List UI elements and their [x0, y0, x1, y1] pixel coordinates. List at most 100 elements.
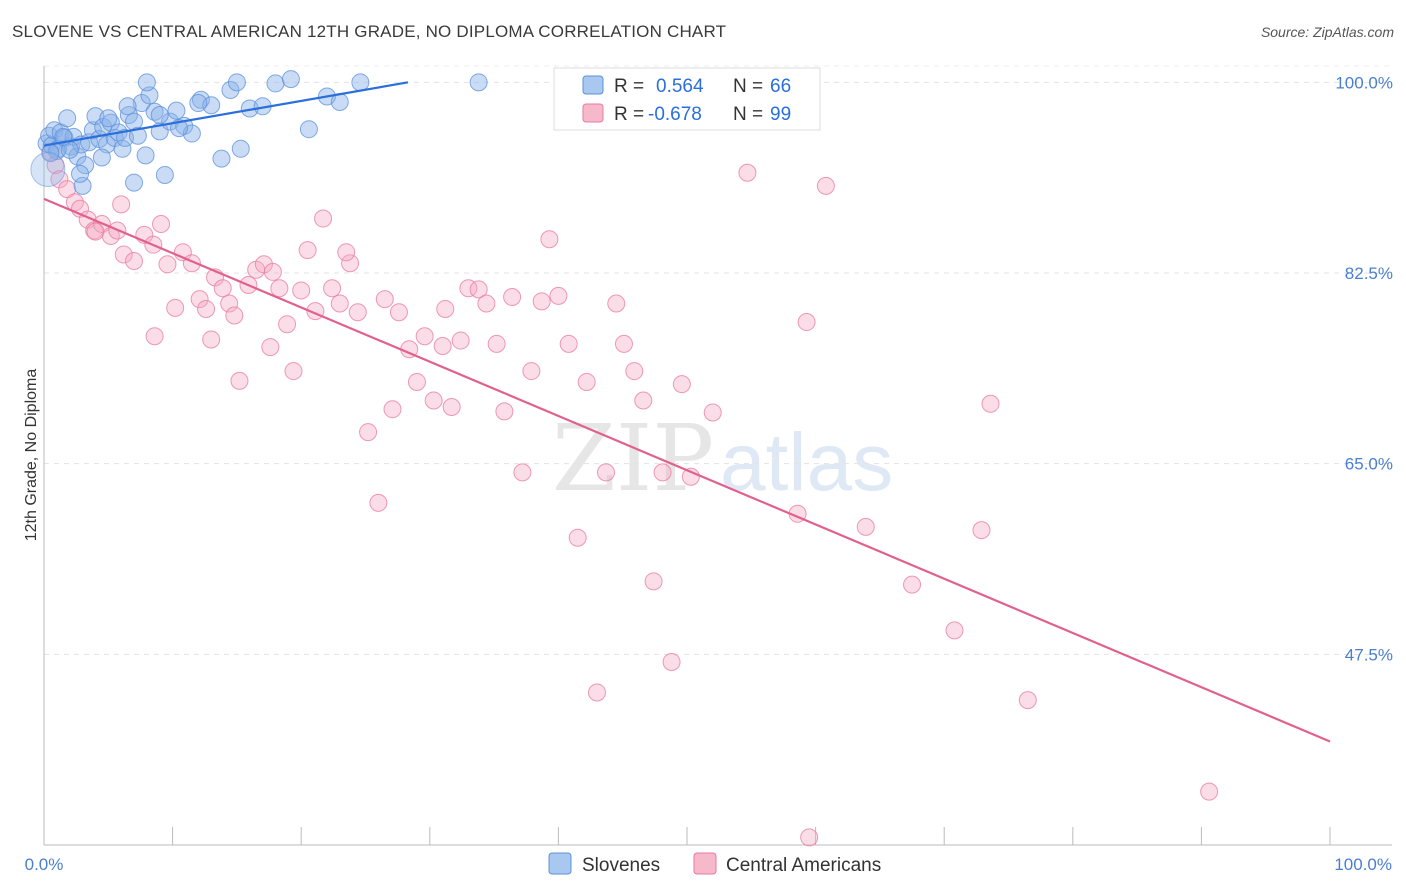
legend-r-value-slovenes: 0.564 [656, 76, 704, 97]
point-central-americans [292, 281, 311, 300]
point-central-americans [213, 279, 232, 298]
point-central-americans [254, 255, 273, 274]
point-central-americans [451, 331, 470, 350]
point-slovenes [132, 94, 151, 113]
trendlines [43, 81, 1331, 743]
point-central-americans [469, 280, 488, 299]
point-central-americans [522, 362, 541, 381]
point-central-americans [298, 241, 317, 260]
point-central-americans [166, 298, 185, 317]
point-central-americans [323, 279, 342, 298]
series-legend: Slovenes Central Americans [548, 852, 881, 876]
point-slovenes [113, 139, 132, 158]
point-central-americans [145, 327, 164, 346]
point-central-americans [540, 230, 559, 249]
point-slovenes [227, 73, 246, 92]
point-central-americans [261, 338, 280, 357]
point-central-americans [284, 362, 303, 381]
point-slovenes [76, 156, 95, 175]
point-central-americans [945, 621, 964, 640]
point-central-americans [1200, 782, 1219, 801]
point-central-americans [625, 362, 644, 381]
y-tick-label: 65.0% [1345, 455, 1393, 474]
point-central-americans [614, 334, 633, 353]
point-slovenes [469, 73, 488, 92]
point-central-americans [653, 463, 672, 482]
bottom-legend-swatch-central-americans [693, 852, 717, 875]
point-central-americans [314, 209, 333, 228]
point-central-americans [86, 222, 105, 241]
point-central-americans [503, 287, 522, 306]
point-central-americans [442, 398, 461, 417]
point-central-americans [415, 327, 434, 346]
point-slovenes [92, 148, 111, 167]
legend-r-value-central-americans: -0.678 [648, 104, 702, 125]
x-tick-label-min: 0.0% [25, 855, 64, 874]
point-central-americans [114, 245, 133, 264]
point-central-americans [337, 243, 356, 262]
point-slovenes [145, 102, 164, 121]
point-slovenes-cluster [30, 152, 66, 188]
point-central-americans [549, 286, 568, 305]
point-central-americans [436, 299, 455, 318]
point-slovenes [155, 165, 174, 184]
point-central-americans [587, 683, 606, 702]
point-central-americans [330, 294, 349, 313]
point-central-americans [596, 463, 615, 482]
chart-title: SLOVENE VS CENTRAL AMERICAN 12TH GRADE, … [12, 22, 727, 41]
trendline-slovenes [43, 81, 409, 147]
point-central-americans [220, 294, 239, 313]
axes [43, 66, 1392, 846]
point-slovenes [118, 97, 137, 116]
point-central-americans [424, 391, 443, 410]
point-central-americans [559, 334, 578, 353]
y-axis-title: 12th Grade, No Diploma [23, 369, 40, 542]
point-central-americans [981, 394, 1000, 413]
legend-n-value-central-americans: 99 [770, 104, 791, 125]
watermark: ZIP atlas [552, 405, 893, 512]
watermark-zip: ZIP [552, 405, 714, 512]
x-tick-labels: 0.0% 100.0% [25, 855, 1392, 874]
point-central-americans [389, 303, 408, 322]
point-central-americans [230, 371, 249, 390]
point-central-americans [341, 254, 360, 273]
point-central-americans [634, 391, 653, 410]
point-slovenes [125, 173, 144, 192]
point-central-americans [278, 315, 297, 334]
point-central-americans [152, 214, 171, 233]
point-slovenes [299, 120, 318, 139]
y-tick-label: 100.0% [1335, 73, 1393, 92]
point-central-americans [797, 313, 816, 332]
point-central-americans [359, 423, 378, 442]
point-central-americans [225, 306, 244, 325]
point-central-americans [495, 402, 514, 421]
series-central-americans-points [41, 143, 1219, 847]
legend-n-value-slovenes: 66 [770, 76, 791, 97]
point-central-americans [348, 303, 367, 322]
correlation-legend: R = 0.564 N = 66 R = -0.678 N = 99 [553, 67, 821, 131]
y-tick-labels: 47.5% 65.0% 82.5% 100.0% [1335, 73, 1393, 664]
legend-n-label-2: N = [733, 104, 763, 125]
legend-swatch-slovenes [582, 75, 604, 95]
point-central-americans [1018, 691, 1037, 710]
point-central-americans [800, 828, 819, 847]
legend-n-label-1: N = [733, 76, 763, 97]
point-slovenes [150, 106, 169, 125]
point-slovenes [191, 90, 210, 109]
point-central-americans [263, 262, 282, 281]
point-central-americans [158, 255, 177, 274]
point-central-americans [672, 375, 691, 394]
point-slovenes [221, 80, 240, 99]
point-central-americans [532, 292, 551, 311]
point-central-americans [662, 652, 681, 671]
legend-r-label-1: R = [614, 76, 644, 97]
point-central-americans [190, 290, 209, 309]
point-central-americans [375, 290, 394, 309]
point-central-americans [513, 463, 532, 482]
point-central-americans [568, 528, 587, 547]
point-central-americans [972, 521, 991, 540]
point-central-americans [577, 372, 596, 391]
point-central-americans [383, 400, 402, 419]
point-slovenes [137, 73, 156, 92]
